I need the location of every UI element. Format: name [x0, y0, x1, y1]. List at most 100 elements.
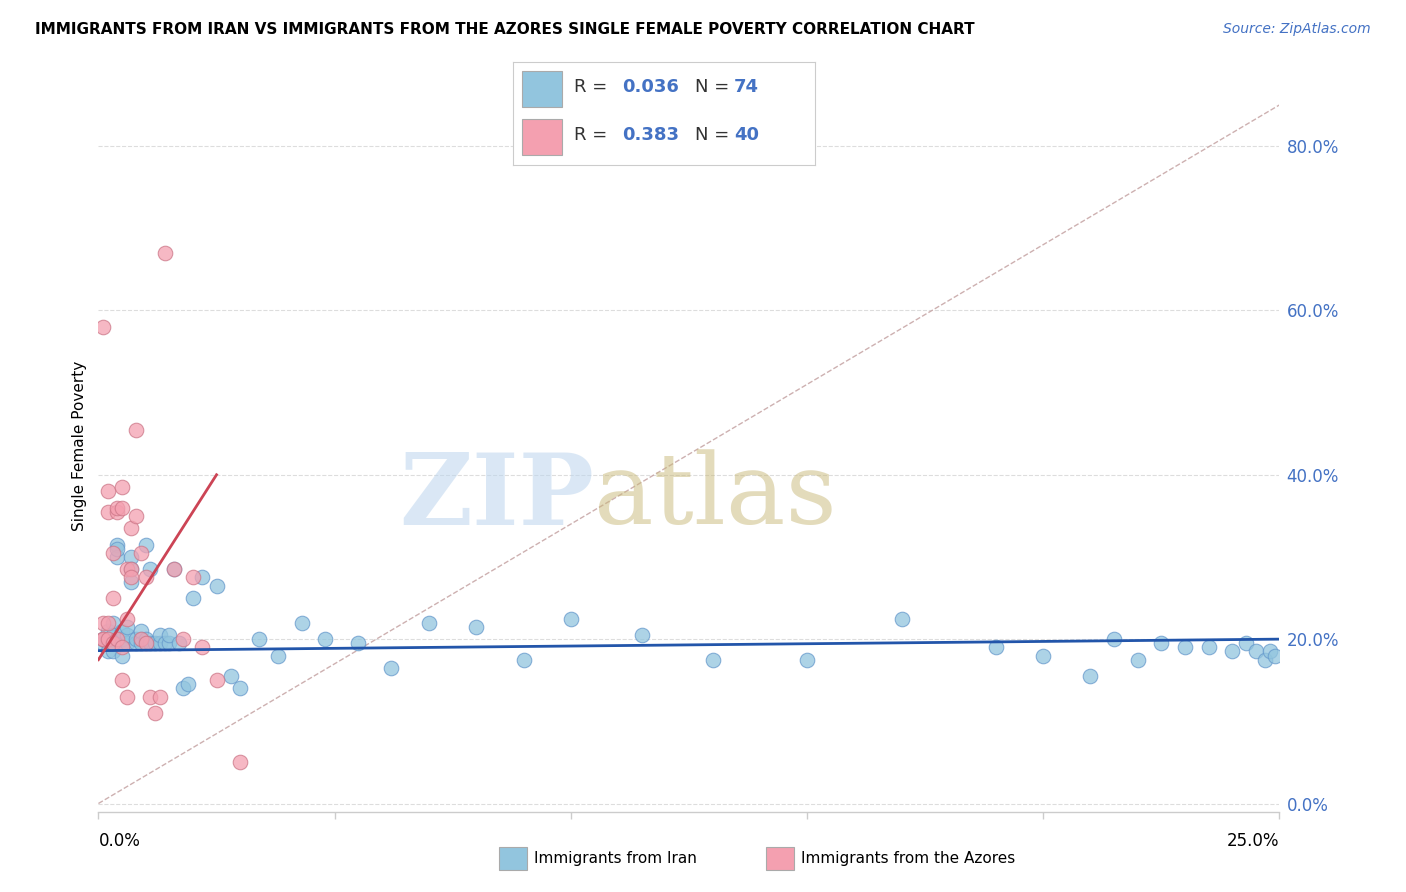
- Point: [91, 319, 114, 334]
- Point: [111, 480, 134, 494]
- Point: [139, 636, 162, 650]
- Text: 0.0%: 0.0%: [98, 832, 141, 850]
- Point: [115, 636, 138, 650]
- Point: [101, 591, 124, 605]
- Y-axis label: Single Female Poverty: Single Female Poverty: [72, 361, 87, 531]
- Point: [101, 546, 124, 560]
- Text: N =: N =: [695, 78, 734, 96]
- Point: [191, 570, 214, 584]
- Point: [91, 636, 114, 650]
- Point: [172, 681, 194, 696]
- Point: [290, 615, 312, 630]
- Point: [163, 562, 186, 576]
- Point: [1102, 632, 1125, 647]
- Point: [105, 505, 128, 519]
- Point: [380, 661, 402, 675]
- Point: [97, 505, 120, 519]
- Text: 40: 40: [734, 127, 759, 145]
- Point: [1126, 653, 1149, 667]
- Text: 0.383: 0.383: [621, 127, 679, 145]
- Point: [314, 632, 336, 647]
- Point: [191, 640, 214, 655]
- Point: [135, 570, 157, 584]
- Point: [121, 562, 143, 576]
- Point: [125, 636, 148, 650]
- Point: [105, 500, 128, 515]
- Text: R =: R =: [574, 78, 613, 96]
- Point: [157, 636, 180, 650]
- Point: [105, 538, 128, 552]
- Point: [149, 690, 172, 704]
- FancyBboxPatch shape: [522, 70, 561, 106]
- Point: [129, 632, 152, 647]
- Text: Immigrants from the Azores: Immigrants from the Azores: [801, 852, 1015, 866]
- Text: 0.036: 0.036: [621, 78, 679, 96]
- Point: [1254, 653, 1277, 667]
- Point: [1258, 644, 1281, 658]
- Point: [115, 620, 138, 634]
- Point: [121, 574, 143, 589]
- Point: [111, 632, 134, 647]
- Point: [163, 562, 186, 576]
- Point: [630, 628, 652, 642]
- Text: atlas: atlas: [595, 450, 837, 545]
- Point: [135, 632, 157, 647]
- Point: [115, 690, 138, 704]
- Point: [121, 562, 143, 576]
- Point: [219, 669, 242, 683]
- Point: [129, 632, 152, 647]
- Point: [229, 756, 252, 770]
- Point: [101, 636, 124, 650]
- Point: [97, 484, 120, 499]
- Text: 25.0%: 25.0%: [1227, 832, 1279, 850]
- Point: [512, 653, 534, 667]
- Point: [125, 508, 148, 523]
- Point: [181, 591, 204, 605]
- Point: [115, 562, 138, 576]
- Point: [105, 632, 128, 647]
- Point: [702, 653, 724, 667]
- Point: [91, 632, 114, 647]
- Point: [465, 620, 488, 634]
- Point: [121, 521, 143, 535]
- Point: [1174, 640, 1197, 655]
- Point: [91, 632, 114, 647]
- Point: [1264, 648, 1286, 663]
- Point: [125, 423, 148, 437]
- Text: R =: R =: [574, 127, 613, 145]
- Point: [418, 615, 440, 630]
- Point: [101, 615, 124, 630]
- Point: [560, 611, 582, 625]
- Point: [172, 632, 194, 647]
- Point: [101, 644, 124, 658]
- Point: [97, 615, 120, 630]
- Point: [149, 636, 172, 650]
- Point: [129, 546, 152, 560]
- Text: ZIP: ZIP: [399, 449, 595, 546]
- Point: [91, 615, 114, 630]
- Point: [890, 611, 912, 625]
- Point: [121, 549, 143, 564]
- Point: [115, 628, 138, 642]
- Point: [111, 673, 134, 688]
- Text: N =: N =: [695, 127, 734, 145]
- Point: [129, 624, 152, 638]
- Point: [91, 632, 114, 647]
- Point: [111, 500, 134, 515]
- Point: [167, 636, 190, 650]
- Point: [115, 611, 138, 625]
- Point: [143, 636, 166, 650]
- Point: [347, 636, 370, 650]
- Point: [143, 706, 166, 720]
- Point: [796, 653, 818, 667]
- Text: Source: ZipAtlas.com: Source: ZipAtlas.com: [1223, 22, 1371, 37]
- Point: [101, 628, 124, 642]
- Point: [111, 624, 134, 638]
- Point: [135, 538, 157, 552]
- Point: [129, 636, 152, 650]
- Point: [177, 677, 200, 691]
- Point: [105, 549, 128, 564]
- Point: [139, 562, 162, 576]
- Point: [1234, 636, 1257, 650]
- Text: 74: 74: [734, 78, 759, 96]
